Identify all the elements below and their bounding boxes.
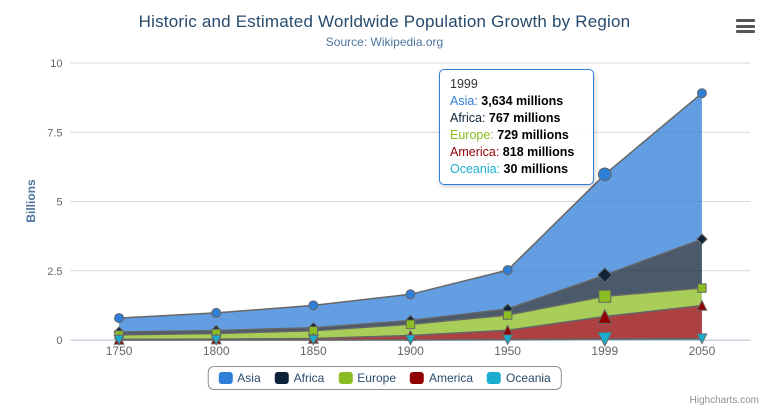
y-axis-title: Billions [24,179,38,223]
legend-item-america[interactable]: America [410,371,473,385]
oceania-marker-1950[interactable] [502,334,514,346]
asia-marker-1950[interactable] [502,265,513,276]
legend-label: America [429,371,474,385]
highcharts-credits-link[interactable]: Highcharts.com [689,395,759,406]
asia-marker-1900[interactable] [405,289,416,300]
x-axis-tick-label: 1999 [591,344,618,358]
europe-marker-1999[interactable] [598,289,612,303]
asia-swatch-icon [218,372,233,384]
oceania-marker-1999[interactable] [597,331,613,348]
y-axis-tick-label: 5 [56,197,62,209]
africa-marker-2050[interactable] [696,233,708,245]
oceania-marker-2050[interactable] [696,333,708,345]
legend-item-oceania[interactable]: Oceania [487,371,551,385]
legend-label: Europe [357,371,397,385]
hamburger-icon [736,19,755,22]
europe-marker-1950[interactable] [502,310,513,320]
legend: Asia Africa Europe America Oceania [207,366,562,390]
africa-swatch-icon [274,372,289,384]
legend-item-africa[interactable]: Africa [274,371,325,385]
europe-marker-2050[interactable] [697,283,707,293]
x-axis-tick-label: 1900 [397,344,424,358]
x-axis-tick-label: 1850 [300,344,327,358]
africa-marker-1999[interactable] [596,267,613,283]
chart-title: Historic and Estimated Worldwide Populat… [138,12,631,31]
x-axis-tick-label: 1750 [106,344,133,358]
america-swatch-icon [410,372,425,384]
chart-subtitle: Source: Wikipedia.org [325,35,444,49]
legend-item-europe[interactable]: Europe [338,371,396,385]
x-axis-tick-label: 1950 [494,344,521,358]
asia-marker-1850[interactable] [308,300,319,311]
y-axis-tick-label: 10 [50,58,62,70]
america-marker-1999[interactable] [597,308,613,324]
x-axis-tick-label: 2050 [689,344,716,358]
export-menu-button[interactable] [736,19,755,33]
oceania-marker-1900[interactable] [404,334,417,346]
y-axis-tick-label: 7.5 [47,127,62,139]
america-marker-2050[interactable] [696,299,708,311]
x-axis-tick-label: 1800 [203,344,230,358]
asia-marker-1999[interactable] [597,167,612,182]
y-axis-tick-label: 2.5 [47,266,62,278]
europe-marker-1900[interactable] [405,319,416,329]
asia-marker-1800[interactable] [211,307,222,318]
oceania-marker-1800[interactable] [210,334,222,346]
legend-label: Asia [237,371,261,385]
y-axis-tick-label: 0 [56,335,62,347]
asia-marker-2050[interactable] [696,88,707,99]
asia-marker-1750[interactable] [114,313,125,324]
hamburger-icon [736,30,755,33]
oceania-swatch-icon [487,372,502,384]
oceania-marker-1750[interactable] [113,334,125,346]
legend-item-asia[interactable]: Asia [218,371,261,385]
oceania-marker-1850[interactable] [307,334,319,346]
legend-label: Oceania [506,371,551,385]
africa-area-series[interactable] [119,239,702,335]
america-area-series[interactable] [119,305,702,340]
hamburger-icon [736,24,755,28]
europe-swatch-icon [338,372,353,384]
legend-label: Africa [293,371,325,385]
asia-area-series[interactable] [119,93,702,332]
